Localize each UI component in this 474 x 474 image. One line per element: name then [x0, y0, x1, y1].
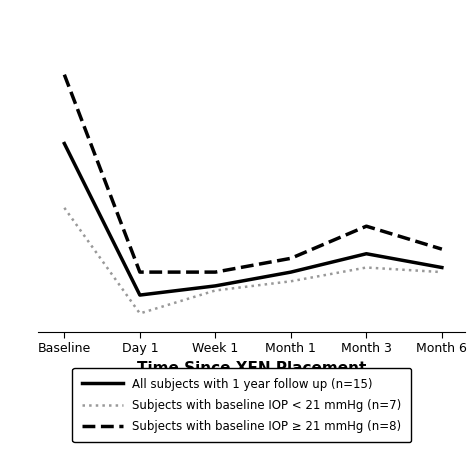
Legend: All subjects with 1 year follow up (n=15), Subjects with baseline IOP < 21 mmHg : All subjects with 1 year follow up (n=15…	[73, 368, 411, 442]
Subjects with baseline IOP ≥ 21 mmHg (n=8)	[288, 255, 294, 261]
Subjects with baseline IOP ≥ 21 mmHg (n=8)	[212, 269, 218, 275]
X-axis label: Time Since XEN Placement: Time Since XEN Placement	[137, 361, 366, 376]
All subjects with 1 year follow up (n=15)	[439, 264, 445, 270]
Subjects with baseline IOP < 21 mmHg (n=7)	[137, 310, 143, 316]
Subjects with baseline IOP ≥ 21 mmHg (n=8)	[62, 72, 67, 77]
Line: Subjects with baseline IOP ≥ 21 mmHg (n=8): Subjects with baseline IOP ≥ 21 mmHg (n=…	[64, 74, 442, 272]
Subjects with baseline IOP ≥ 21 mmHg (n=8)	[137, 269, 143, 275]
All subjects with 1 year follow up (n=15)	[212, 283, 218, 289]
All subjects with 1 year follow up (n=15)	[288, 269, 294, 275]
Line: Subjects with baseline IOP < 21 mmHg (n=7): Subjects with baseline IOP < 21 mmHg (n=…	[64, 208, 442, 313]
Subjects with baseline IOP < 21 mmHg (n=7)	[212, 288, 218, 293]
All subjects with 1 year follow up (n=15)	[62, 141, 67, 146]
Subjects with baseline IOP < 21 mmHg (n=7)	[288, 278, 294, 284]
Line: All subjects with 1 year follow up (n=15): All subjects with 1 year follow up (n=15…	[64, 144, 442, 295]
Subjects with baseline IOP ≥ 21 mmHg (n=8)	[364, 223, 369, 229]
Subjects with baseline IOP ≥ 21 mmHg (n=8)	[439, 246, 445, 252]
All subjects with 1 year follow up (n=15)	[364, 251, 369, 256]
Subjects with baseline IOP < 21 mmHg (n=7)	[62, 205, 67, 210]
Subjects with baseline IOP < 21 mmHg (n=7)	[439, 269, 445, 275]
Subjects with baseline IOP < 21 mmHg (n=7)	[364, 264, 369, 270]
All subjects with 1 year follow up (n=15)	[137, 292, 143, 298]
